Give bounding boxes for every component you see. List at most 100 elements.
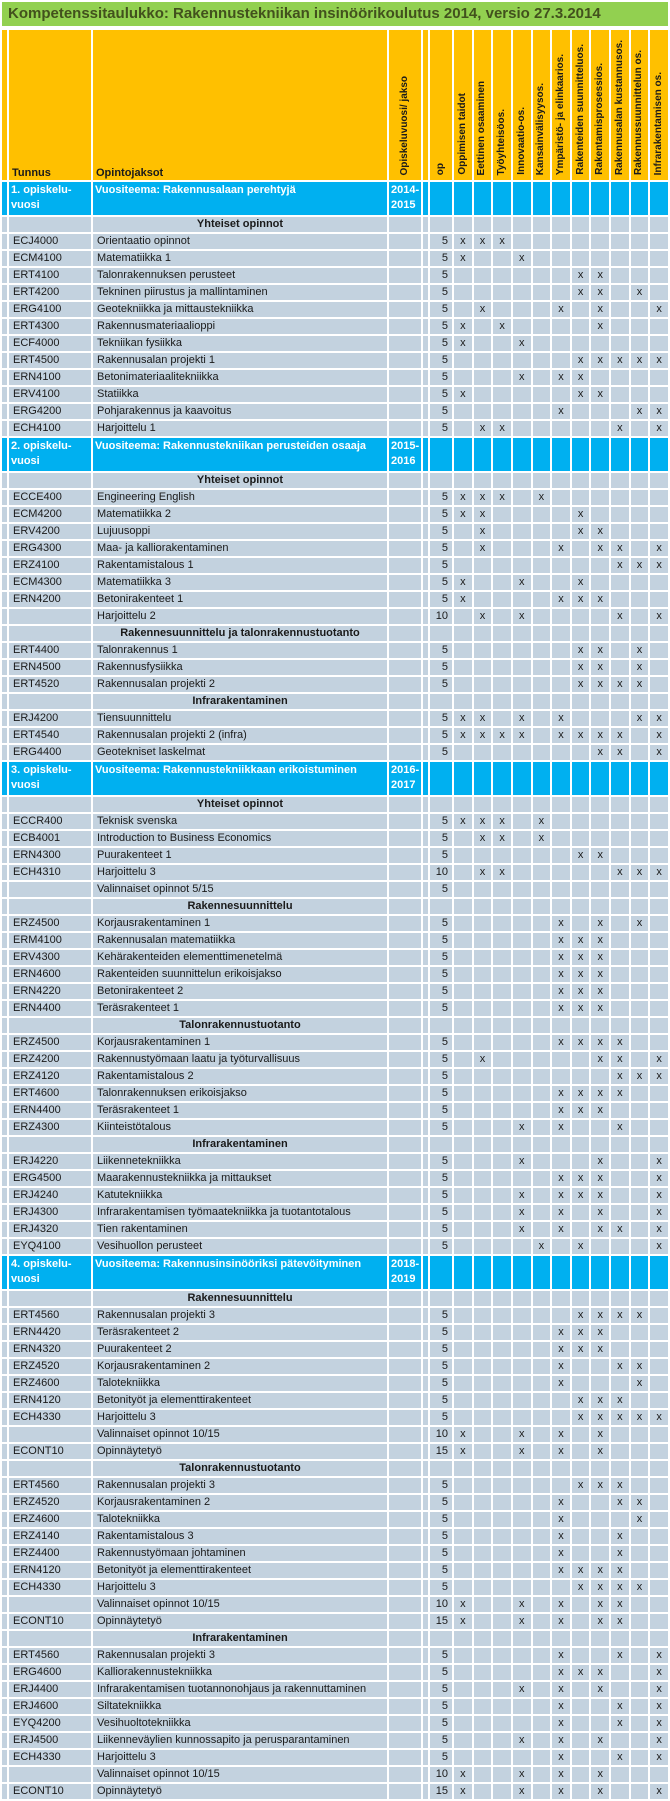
competence-mark-cell <box>589 402 611 421</box>
competence-mark-cell: x <box>589 1782 611 1801</box>
course-year-cell <box>387 266 423 285</box>
course-name: Geotekniset laskelmat <box>91 743 389 762</box>
course-row: Valinnaiset opinnot 10/15 10 x x x x x <box>0 1595 670 1614</box>
competence-mark-cell <box>530 232 553 251</box>
competence-mark-cell: x <box>569 505 592 524</box>
competence-mark-cell: x <box>550 1374 572 1393</box>
competence-mark-cell <box>589 488 611 507</box>
competence-mark-cell <box>491 334 513 353</box>
section-competence-cell <box>510 436 533 473</box>
competence-mark-cell <box>628 1544 651 1563</box>
group-op-cell <box>428 897 454 916</box>
competence-mark-cell <box>530 1323 553 1342</box>
course-name: Engineering English <box>91 488 389 507</box>
mid-spacer-cell <box>421 658 430 677</box>
group-competence-cell <box>510 1459 533 1478</box>
competence-mark-cell <box>628 1646 651 1665</box>
mid-spacer-cell <box>421 573 430 592</box>
competence-mark-cell: x <box>569 283 592 302</box>
section-theme: Vuositeema: Rakennustekniikan perusteide… <box>91 436 389 473</box>
competence-mark-cell: x <box>452 590 474 609</box>
competence-mark-cell <box>491 351 513 370</box>
section-competence-cell <box>491 760 513 797</box>
competence-mark-cell <box>452 300 474 319</box>
course-code: ERT4200 <box>7 283 93 302</box>
competence-mark-cell <box>609 1680 631 1699</box>
competence-mark-cell <box>510 1050 533 1069</box>
course-name: Opinnäytetyö <box>91 1442 389 1461</box>
competence-mark-cell: x <box>550 1101 572 1120</box>
competence-mark-cell <box>648 1527 670 1546</box>
competence-mark-cell: x <box>589 1680 611 1699</box>
course-credits: 5 <box>428 1340 454 1359</box>
competence-mark-cell <box>530 641 553 660</box>
mid-spacer-cell <box>421 1374 430 1393</box>
competence-mark-cell: x <box>648 607 670 626</box>
course-year-cell <box>387 1748 423 1767</box>
section-competence-cell <box>589 180 611 217</box>
competence-mark-cell: x <box>589 1152 611 1171</box>
competence-mark-cell <box>569 1595 592 1614</box>
competence-mark-cell <box>609 317 631 336</box>
competence-mark-cell: x <box>569 266 592 285</box>
course-code: ECM4200 <box>7 505 93 524</box>
mid-spacer-cell <box>421 607 430 626</box>
group-competence-cell <box>471 471 494 490</box>
course-name: Betonirakenteet 1 <box>91 590 389 609</box>
competence-mark-cell <box>491 1323 513 1342</box>
competence-mark-cell <box>628 1050 651 1069</box>
section-year-label: 4. opiskelu-vuosi <box>7 1254 93 1291</box>
course-year-cell <box>387 1476 423 1495</box>
course-code: ECONT10 <box>7 1782 93 1801</box>
course-credits: 5 <box>428 1493 454 1512</box>
section-op-cell <box>428 436 454 473</box>
course-credits: 5 <box>428 402 454 421</box>
competence-mark-cell <box>648 829 670 848</box>
left-spacer-cell <box>0 590 9 609</box>
course-row: EYQ4200 Vesihuoltotekniikka 5 x x x <box>0 1714 670 1733</box>
competence-mark-cell <box>530 1118 553 1137</box>
competence-mark-cell <box>609 1152 631 1171</box>
competence-mark-cell: x <box>589 590 611 609</box>
competence-mark-cell <box>589 880 611 899</box>
section-year-label: 3. opiskelu-vuosi <box>7 760 93 797</box>
left-spacer-cell <box>0 965 9 984</box>
course-name: Harjoittelu 2 <box>91 607 389 626</box>
section-competence-cell <box>550 1254 572 1291</box>
competence-mark-cell: x <box>609 1595 631 1614</box>
competence-mark-cell <box>569 1220 592 1239</box>
competence-mark-cell <box>569 1680 592 1699</box>
competence-mark-cell: x <box>452 249 474 268</box>
group-competence-cell <box>569 1629 592 1648</box>
competence-mark-cell <box>471 965 494 984</box>
competence-mark-cell <box>569 1527 592 1546</box>
competence-mark-cell: x <box>609 1493 631 1512</box>
group-competence-cell <box>609 897 631 916</box>
group-code-cell <box>7 471 93 490</box>
competence-mark-cell <box>530 1374 553 1393</box>
competence-mark-cell <box>452 1544 474 1563</box>
competence-mark-cell <box>609 505 631 524</box>
competence-mark-cell <box>471 1493 494 1512</box>
group-competence-cell <box>609 471 631 490</box>
competence-mark-cell <box>569 1050 592 1069</box>
competence-mark-cell <box>628 232 651 251</box>
group-competence-cell <box>628 1459 651 1478</box>
competence-mark-cell <box>530 1476 553 1495</box>
competence-mark-cell <box>510 1561 533 1580</box>
mid-spacer-cell <box>421 1391 430 1410</box>
group-competence-cell <box>628 795 651 814</box>
competence-mark-cell <box>471 1527 494 1546</box>
competence-mark-cell: x <box>452 488 474 507</box>
group-competence-cell <box>550 1629 572 1648</box>
competence-mark-cell <box>510 522 533 541</box>
competence-mark-cell <box>530 846 553 865</box>
course-row: ERJ4320 Tien rakentaminen 5 x x x x x <box>0 1220 670 1239</box>
course-year-cell <box>387 726 423 745</box>
course-year-cell <box>387 1220 423 1239</box>
competence-mark-cell <box>609 931 631 950</box>
course-code: ECJ4000 <box>7 232 93 251</box>
competence-mark-cell <box>510 999 533 1018</box>
course-row: Valinnaiset opinnot 10/15 10 x x x x <box>0 1425 670 1444</box>
competence-mark-cell: x <box>628 1374 651 1393</box>
